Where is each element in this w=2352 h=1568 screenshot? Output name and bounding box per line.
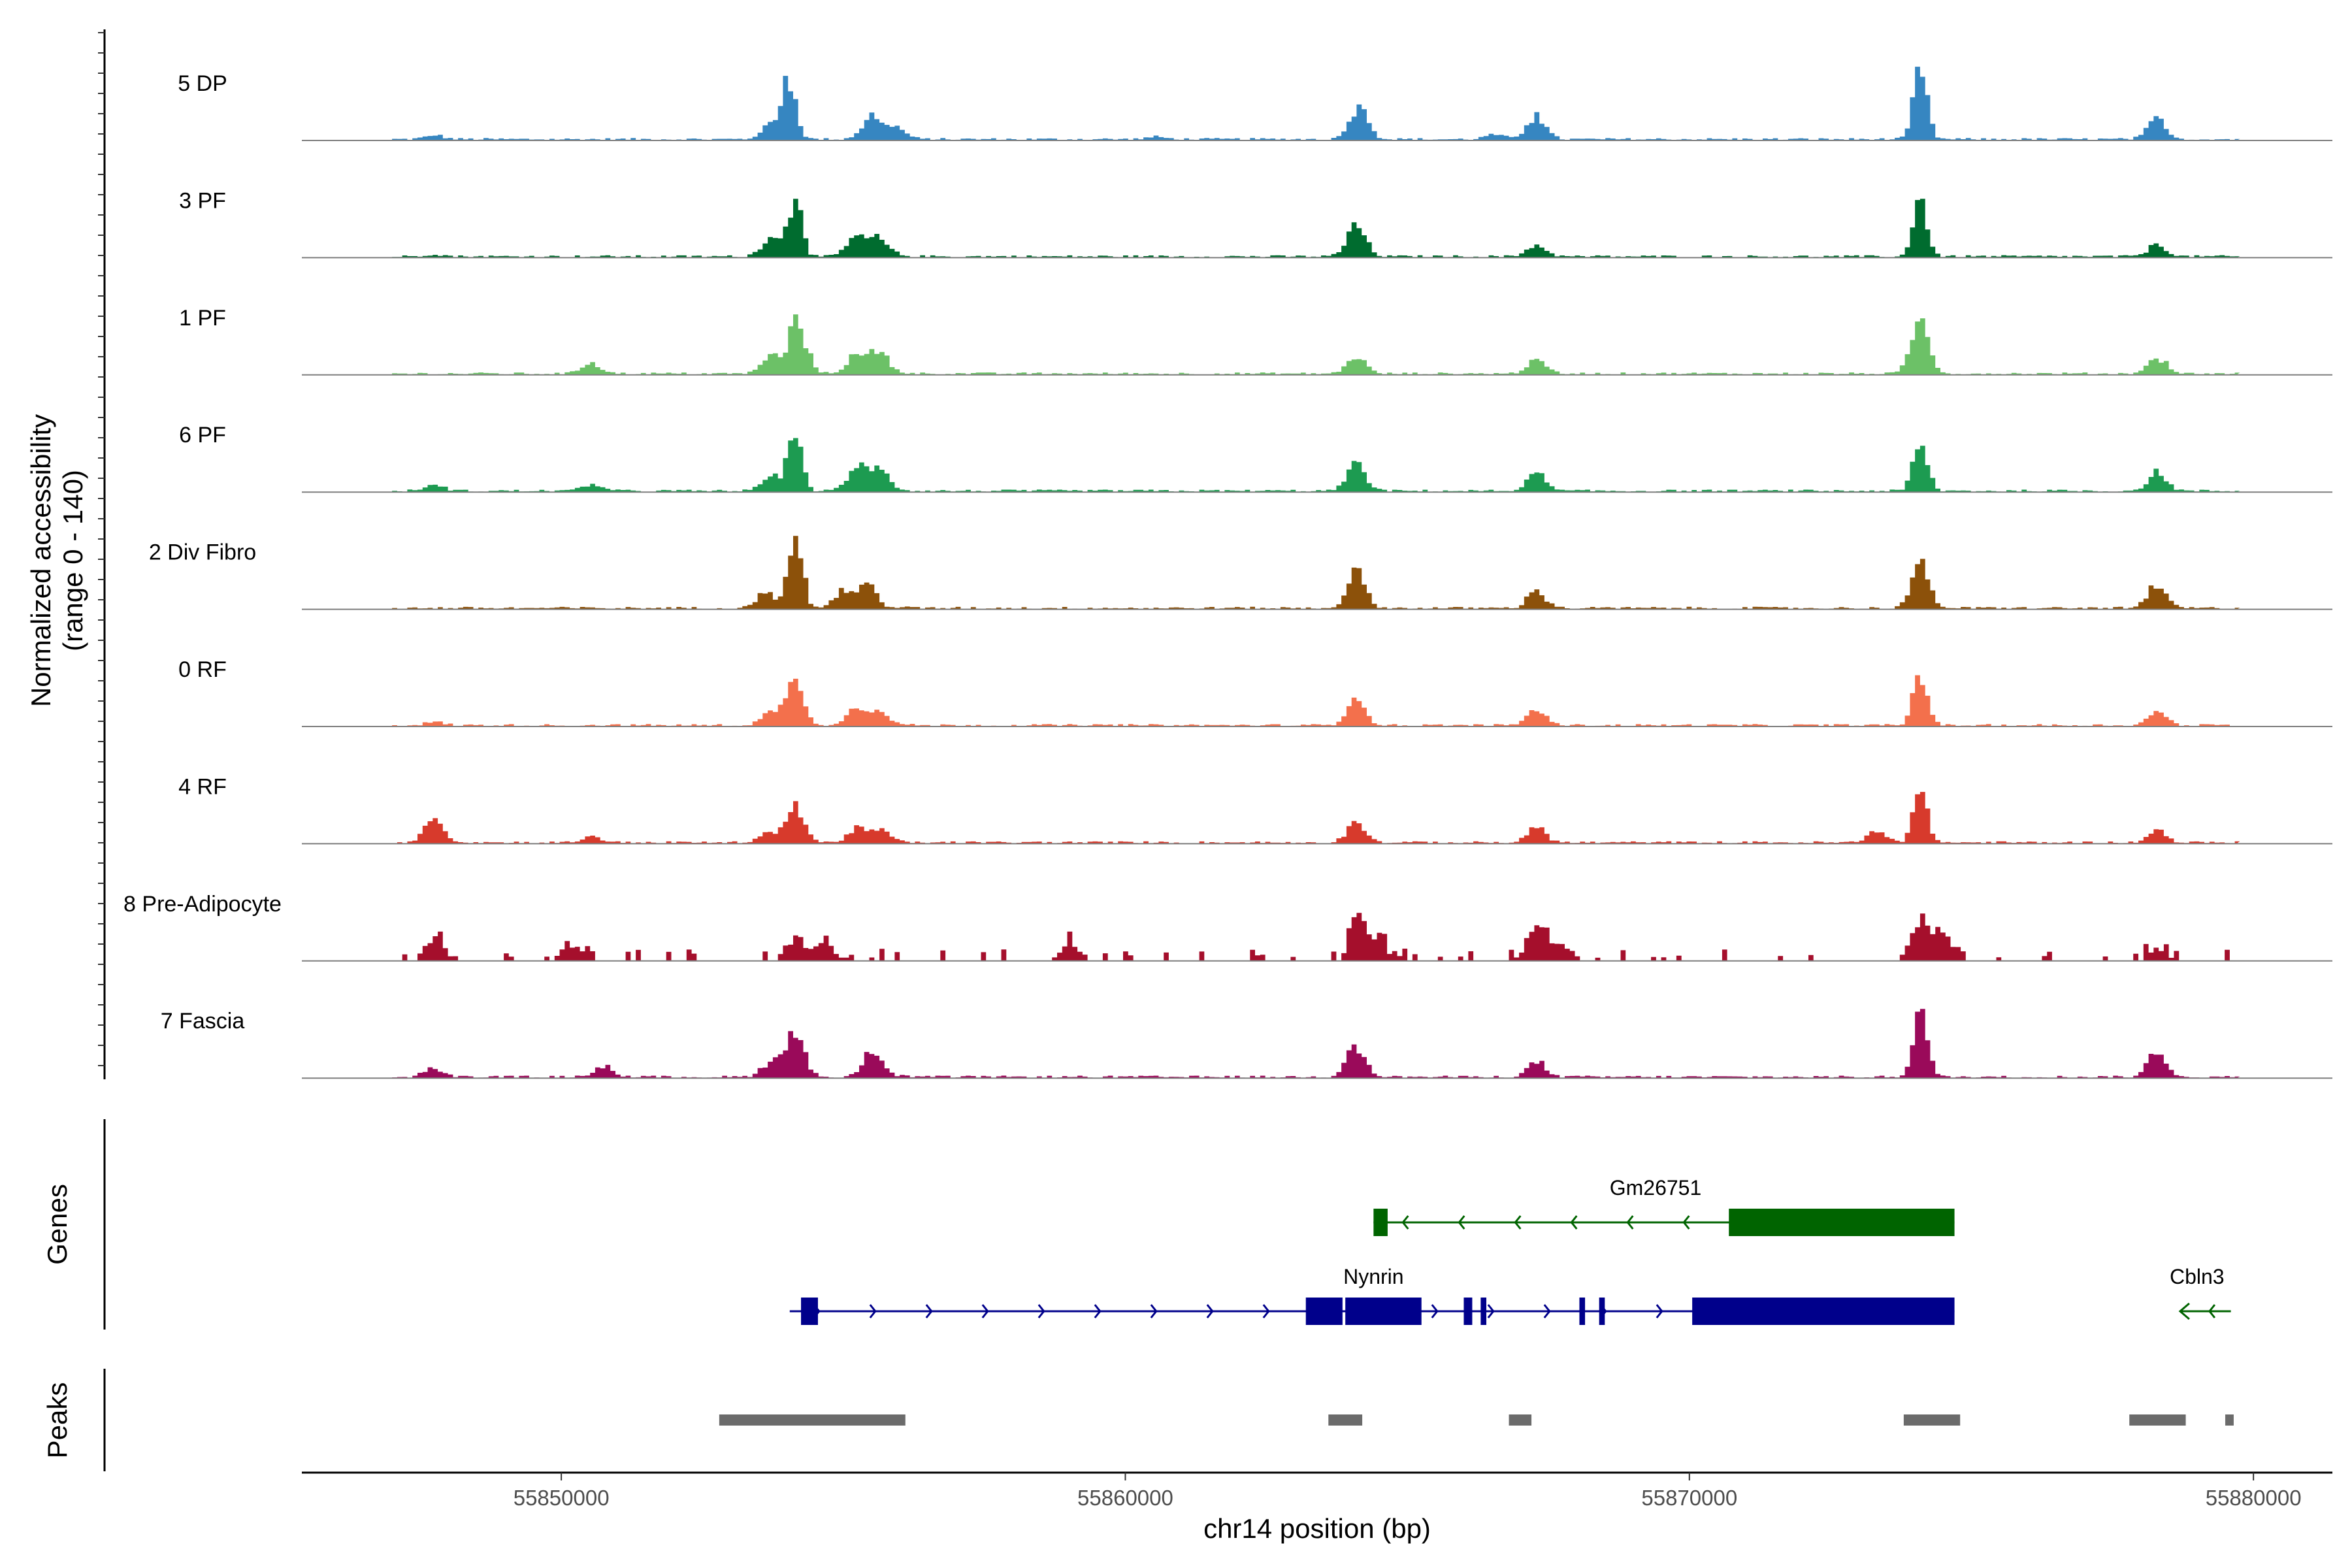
strand-arrow-nynrin	[1094, 1304, 1102, 1318]
strand-arrow-nynrin	[1487, 1304, 1495, 1318]
track-0-rf: 0 RF	[178, 657, 2332, 727]
gene-label-gm26751: Gm26751	[1610, 1176, 1702, 1200]
gene-annotation-track: Gm26751 Nynrin Cbln3	[789, 1176, 2231, 1325]
track-7-fascia: 7 Fascia	[161, 1009, 2332, 1079]
x-tick-label: 55850000	[514, 1486, 610, 1510]
track-label-5-dp: 5 DP	[178, 71, 227, 96]
peak-region	[1903, 1414, 1961, 1426]
strand-arrow-nynrin	[981, 1304, 989, 1318]
strand-arrow-gm26751	[1570, 1215, 1578, 1230]
strand-arrow-nynrin	[1656, 1304, 1663, 1318]
peak-regions-track	[719, 1414, 2234, 1426]
gene-label-nynrin: Nynrin	[1343, 1265, 1403, 1288]
exon-nynrin	[1480, 1298, 1486, 1325]
exon-nynrin	[1305, 1298, 1343, 1325]
x-axis-title: chr14 position (bp)	[1203, 1513, 1431, 1544]
peak-region	[2225, 1414, 2234, 1426]
track-label-2-div-fibro: 2 Div Fibro	[149, 540, 256, 565]
y-axis-title-line1: Normalized accessibility	[25, 414, 56, 707]
strand-arrow-gm26751	[1458, 1215, 1465, 1230]
coverage-tracks: 5 DP 3 PF 1 PF 6 PF 2 Div Fibro 0 RF 4 RF 8 Pre…	[123, 67, 2332, 1079]
coverage-area-8-pre-adipocyte	[392, 913, 2240, 961]
track-6-pf: 6 PF	[179, 423, 2332, 493]
peak-region	[1328, 1414, 1363, 1426]
exon-gm26751	[1729, 1209, 1955, 1236]
coverage-area-7-fascia	[392, 1009, 2240, 1079]
x-tick-label: 55880000	[2206, 1486, 2302, 1510]
track-label-0-rf: 0 RF	[178, 657, 227, 682]
gene-nynrin: Nynrin	[789, 1265, 1955, 1325]
strand-arrow-nynrin	[1431, 1304, 1439, 1318]
strand-arrow-nynrin	[925, 1304, 933, 1318]
coverage-area-3-pf	[392, 199, 2240, 258]
peak-region	[1509, 1414, 1532, 1426]
strand-arrow-gm26751	[1626, 1215, 1634, 1230]
track-3-pf: 3 PF	[179, 188, 2332, 259]
strand-arrow-nynrin	[1206, 1304, 1214, 1318]
gene-gm26751: Gm26751	[1373, 1176, 1955, 1236]
y-axis-title-line2: (range 0 - 140)	[57, 470, 88, 651]
exon-nynrin	[1345, 1298, 1422, 1325]
track-4-rf: 4 RF	[178, 774, 2332, 845]
exon-nynrin	[1599, 1298, 1605, 1325]
coverage-y-axis-ticks	[98, 32, 105, 1066]
track-label-8-pre-adipocyte: 8 Pre-Adipocyte	[123, 892, 282, 917]
x-tick-label: 55870000	[1641, 1486, 1737, 1510]
track-label-6-pf: 6 PF	[179, 423, 226, 448]
peak-region	[719, 1414, 906, 1426]
strand-arrow-gm26751	[1682, 1215, 1690, 1230]
exon-nynrin	[1579, 1298, 1586, 1325]
strand-arrow-nynrin	[1150, 1304, 1158, 1318]
coverage-area-4-rf	[392, 792, 2240, 844]
strand-arrow-gm26751	[1514, 1215, 1522, 1230]
strand-arrow-nynrin	[1037, 1304, 1045, 1318]
track-label-4-rf: 4 RF	[178, 774, 227, 799]
track-1-pf: 1 PF	[179, 306, 2332, 376]
coverage-area-6-pf	[392, 438, 2240, 493]
x-axis-ticks: 55850000 55860000 55870000 55880000	[514, 1473, 2302, 1510]
track-label-3-pf: 3 PF	[179, 188, 226, 213]
strand-arrow-cbln3	[2208, 1304, 2216, 1318]
coverage-area-0-rf	[392, 675, 2240, 727]
track-label-1-pf: 1 PF	[179, 306, 226, 331]
track-2-div-fibro: 2 Div Fibro	[149, 536, 2332, 610]
strand-arrow-cbln3	[2178, 1302, 2190, 1320]
coverage-area-2-div-fibro	[392, 536, 2240, 610]
track-5-dp: 5 DP	[178, 67, 2332, 141]
genes-track-label: Genes	[42, 1184, 73, 1265]
gene-cbln3: Cbln3	[2170, 1265, 2231, 1320]
exon-nynrin	[801, 1298, 818, 1325]
coverage-area-5-dp	[392, 67, 2240, 140]
x-tick-label: 55860000	[1077, 1486, 1173, 1510]
peak-region	[2129, 1414, 2186, 1426]
strand-arrow-nynrin	[1262, 1304, 1270, 1318]
exon-gm26751	[1373, 1209, 1388, 1236]
strand-arrow-nynrin	[1543, 1304, 1551, 1318]
strand-arrow-gm26751	[1401, 1215, 1409, 1230]
track-label-7-fascia: 7 Fascia	[161, 1009, 245, 1034]
strand-arrow-nynrin	[869, 1304, 877, 1318]
coverage-area-1-pf	[392, 314, 2240, 375]
gene-label-cbln3: Cbln3	[2170, 1265, 2225, 1288]
exon-nynrin	[1463, 1298, 1473, 1325]
track-8-pre-adipocyte: 8 Pre-Adipocyte	[123, 892, 2332, 962]
peaks-track-label: Peaks	[42, 1382, 73, 1459]
exon-nynrin	[1692, 1298, 1955, 1325]
